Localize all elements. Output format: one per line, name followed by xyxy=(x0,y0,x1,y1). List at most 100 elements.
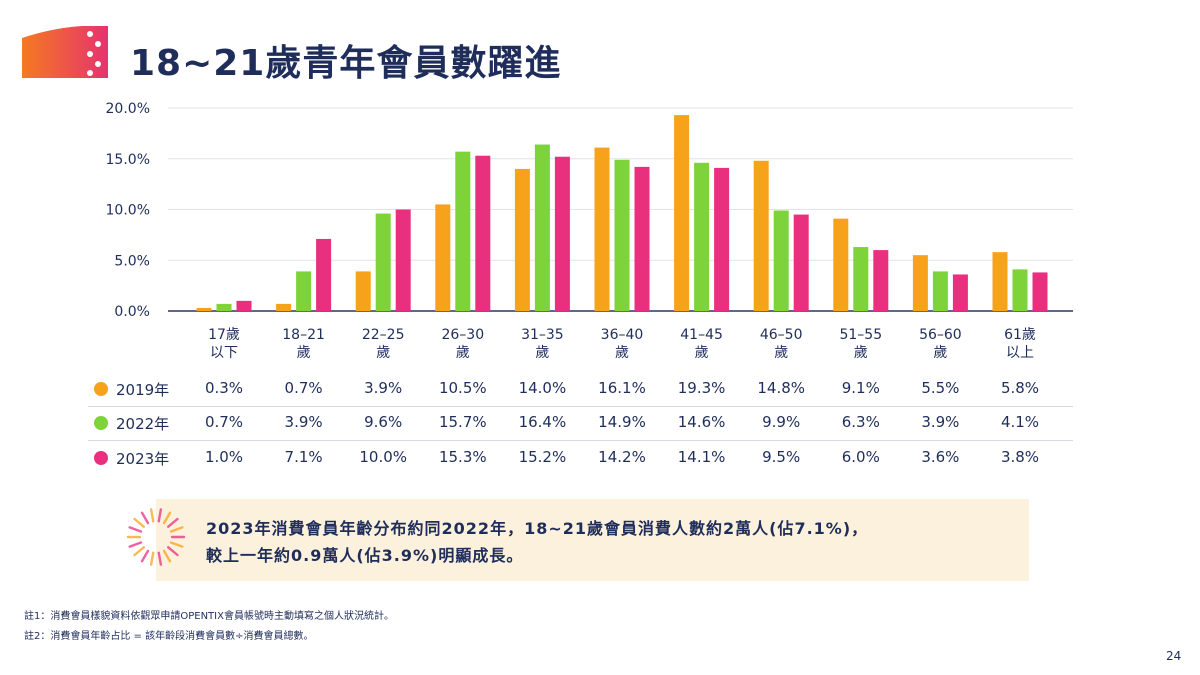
callout-box xyxy=(156,499,1029,581)
table-cell: 14.2% xyxy=(598,448,646,466)
table-cell: 3.9% xyxy=(364,379,403,397)
table-cell: 9.9% xyxy=(762,413,801,431)
table-cell: 14.9% xyxy=(598,413,646,431)
bar xyxy=(833,218,849,311)
bar xyxy=(1032,272,1048,311)
page-title: 18~21歲青年會員數躍進 xyxy=(130,43,562,84)
x-tick-label: 46–50 歲 xyxy=(759,327,803,361)
table-cell: 0.7% xyxy=(284,379,323,397)
table-cell: 9.1% xyxy=(841,379,880,397)
table-cell: 14.8% xyxy=(757,379,806,397)
table-cell: 10.0% xyxy=(359,448,408,466)
x-tick-label: 41–45 歲 xyxy=(680,327,723,361)
table-cell: 14.1% xyxy=(677,448,726,466)
bar xyxy=(1012,269,1028,311)
bar xyxy=(952,274,968,311)
bar xyxy=(236,300,252,311)
x-tick-label: 22–25 歲 xyxy=(361,327,405,361)
table-cell: 6.0% xyxy=(841,448,880,466)
table-cell: 5.8% xyxy=(1000,379,1040,397)
table-cell: 0.3% xyxy=(204,379,244,397)
bar xyxy=(912,255,928,311)
table-cell: 6.3% xyxy=(841,413,880,431)
bar xyxy=(534,144,550,311)
legend-dot-icon xyxy=(94,416,108,430)
legend-label: 2022年 xyxy=(116,415,170,433)
bar xyxy=(714,167,730,311)
bar xyxy=(992,252,1008,311)
bar xyxy=(873,250,889,311)
bar xyxy=(753,160,769,311)
legend-dot-icon xyxy=(94,382,108,396)
table-cell: 3.8% xyxy=(1000,448,1040,466)
bar xyxy=(216,303,232,311)
table-cell: 5.5% xyxy=(921,379,960,397)
callout-text: 2023年消費會員年齡分布約同2022年，18~21歲會員消費人數約2萬人(佔7… xyxy=(206,515,1006,569)
y-tick-label: 5.0% xyxy=(114,253,150,269)
table-cell: 3.9% xyxy=(921,413,960,431)
table-cell: 14.0% xyxy=(518,379,567,397)
bar xyxy=(674,115,690,311)
bar xyxy=(435,204,451,311)
table-cell: 3.6% xyxy=(921,448,960,466)
note-2: 註2：消費會員年齡占比 = 該年齡段消費會員數÷消費會員總數。 xyxy=(24,631,314,642)
x-tick-label: 61歲 以上 xyxy=(1004,327,1036,361)
table-cell: 9.6% xyxy=(364,413,403,431)
x-tick-label: 36–40 歲 xyxy=(600,327,644,361)
x-tick-label: 51–55 歲 xyxy=(839,327,883,361)
y-tick-label: 10.0% xyxy=(106,203,150,219)
x-tick-label: 56–60 歲 xyxy=(919,327,962,361)
legend-label: 2023年 xyxy=(116,450,170,468)
table-row: 2022年 0.7% 3.9% 9.6% 15.7% 16.4% 14.9% 14.6% 9.9… xyxy=(88,407,1073,441)
y-tick-label: 0.0% xyxy=(114,304,150,320)
bar xyxy=(514,168,530,311)
bar xyxy=(634,166,650,311)
burst-icon xyxy=(126,508,186,566)
bar xyxy=(932,271,948,311)
table-cell: 3.9% xyxy=(284,413,323,431)
bar xyxy=(276,303,292,311)
note-1: 註1：消費會員樣貌資料依觀眾申請OPENTIX會員帳號時主動填寫之個人狀況統計。 xyxy=(24,611,394,622)
page-number: 24 xyxy=(1166,649,1182,663)
table-row: 2023年 1.0% 7.1% 10.0% 15.3% 15.2% 14.2% 14.1% 9.… xyxy=(88,442,1073,476)
table-cell: 15.3% xyxy=(438,448,487,466)
table-cell: 14.6% xyxy=(677,413,726,431)
bar xyxy=(554,156,570,311)
table-cell: 0.7% xyxy=(204,413,244,431)
y-axis-ticks: 0.0% 5.0% 10.0% 15.0% 20.0% xyxy=(106,101,150,320)
table-cell: 4.1% xyxy=(1000,413,1040,431)
x-tick-label: 31–35 歲 xyxy=(521,327,564,361)
x-tick-label: 17歲 以下 xyxy=(208,327,240,361)
bar xyxy=(455,151,471,311)
table-cell: 7.1% xyxy=(284,448,323,466)
bar xyxy=(375,213,391,311)
table-cell: 1.0% xyxy=(204,448,244,466)
table-cell: 15.7% xyxy=(438,413,487,431)
bar xyxy=(773,210,789,311)
bar xyxy=(196,307,212,311)
brand-logo-icon xyxy=(22,26,108,78)
callout-line-1: 2023年消費會員年齡分布約同2022年，18~21歲會員消費人數約2萬人(佔7… xyxy=(206,519,869,538)
bar xyxy=(316,238,332,311)
bar xyxy=(475,155,491,311)
legend-label: 2019年 xyxy=(116,381,170,399)
y-tick-label: 15.0% xyxy=(106,152,150,168)
bar-chart: 0.0% 5.0% 10.0% 15.0% 20.0% xyxy=(106,101,1073,320)
bar xyxy=(594,147,610,311)
callout-line-2: 較上一年約0.9萬人(佔3.9%)明顯成長。 xyxy=(206,546,524,565)
bar xyxy=(395,209,411,311)
y-tick-label: 20.0% xyxy=(106,101,150,117)
bar xyxy=(793,214,809,311)
bar xyxy=(355,271,371,311)
x-tick-label: 18–21 歲 xyxy=(282,327,325,361)
table-cell: 9.5% xyxy=(762,448,801,466)
chart-bars xyxy=(196,115,1048,311)
table-cell: 10.5% xyxy=(438,379,487,397)
table-cell: 16.1% xyxy=(598,379,646,397)
table-cell: 16.4% xyxy=(518,413,567,431)
legend-dot-icon xyxy=(94,451,108,465)
table-cell: 15.2% xyxy=(518,448,567,466)
bar xyxy=(694,162,710,311)
bar xyxy=(296,271,312,311)
bar xyxy=(614,159,630,311)
